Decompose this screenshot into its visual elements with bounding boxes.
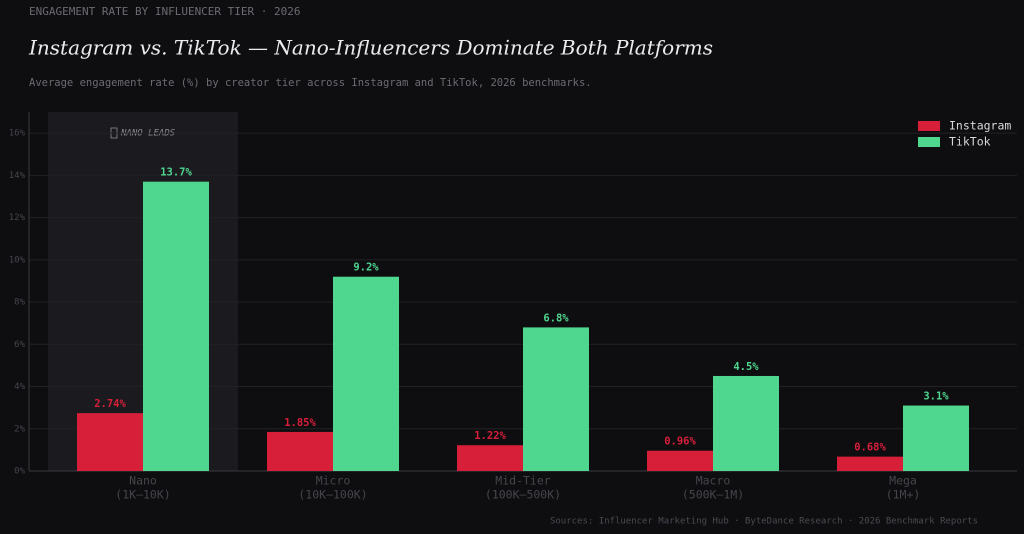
legend-swatch: [918, 121, 940, 131]
eyebrow: ENGAGEMENT RATE BY INFLUENCER TIER · 202…: [29, 5, 301, 18]
x-tick-label: Nano: [129, 474, 157, 488]
source-note: Sources: Influencer Marketing Hub · Byte…: [550, 517, 978, 527]
bar: [903, 405, 969, 471]
bar: [457, 445, 523, 471]
chart-title: Instagram vs. TikTok — Nano-Influencers …: [28, 36, 713, 60]
value-label: 6.8%: [543, 312, 569, 324]
y-tick-label: 0%: [14, 467, 25, 477]
value-label: 1.85%: [284, 417, 316, 429]
bar: [713, 375, 779, 471]
value-label: 9.2%: [353, 262, 379, 274]
value-label: 0.96%: [664, 436, 696, 448]
bar: [647, 450, 713, 471]
x-tick-sublabel: (10K–100K): [298, 488, 367, 502]
bar: [77, 413, 143, 471]
y-tick-label: 8%: [14, 298, 25, 308]
x-tick-label: Macro: [696, 474, 731, 488]
y-tick-label: 6%: [14, 340, 25, 350]
y-tick-label: 10%: [9, 255, 26, 265]
x-tick-sublabel: (100K–500K): [485, 488, 561, 502]
y-tick-label: 12%: [9, 213, 26, 223]
value-label: 2.74%: [94, 398, 126, 410]
x-tick-sublabel: (1M+): [886, 488, 921, 502]
subtitle: Average engagement rate (%) by creator t…: [29, 77, 592, 89]
y-tick-label: 4%: [14, 382, 25, 392]
bar: [523, 327, 589, 471]
x-tick-sublabel: (500K–1M): [682, 488, 744, 502]
y-tick-label: 14%: [9, 171, 26, 181]
bar: [267, 431, 333, 471]
legend-label: Instagram: [949, 119, 1011, 133]
value-label: 4.5%: [733, 361, 759, 373]
y-tick-label: 16%: [9, 129, 26, 139]
legend-swatch: [918, 137, 940, 147]
x-tick-label: Micro: [316, 474, 351, 488]
value-label: 1.22%: [474, 430, 506, 442]
value-label: 3.1%: [923, 391, 949, 403]
x-tick-label: Mega: [889, 474, 917, 488]
value-label: 13.7%: [160, 167, 192, 179]
y-tick-label: 2%: [14, 424, 25, 434]
bar: [837, 456, 903, 471]
bar: [143, 181, 209, 471]
legend-label: TikTok: [949, 135, 991, 149]
x-tick-sublabel: (1K–10K): [115, 488, 170, 502]
x-tick-label: Mid-Tier: [495, 474, 550, 488]
value-label: 0.68%: [854, 442, 886, 454]
bar: [333, 276, 399, 471]
